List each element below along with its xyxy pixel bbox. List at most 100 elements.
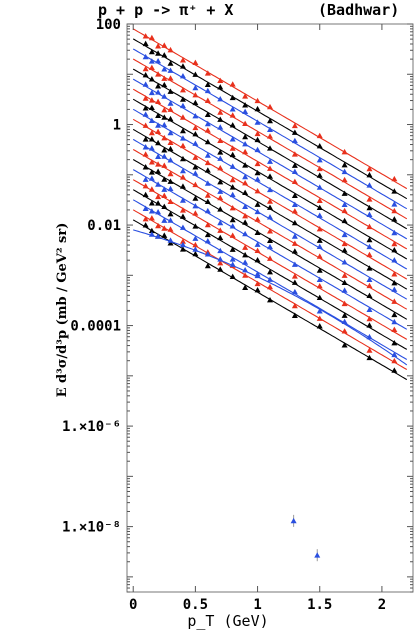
x-tick-label: 0 <box>129 597 137 613</box>
data-point <box>291 208 298 214</box>
data-point <box>179 241 186 248</box>
data-point <box>161 176 168 182</box>
data-point <box>267 276 273 282</box>
data-point <box>391 257 398 263</box>
data-point <box>366 354 373 361</box>
data-point <box>148 227 155 234</box>
data-point <box>254 208 261 215</box>
fit-curve <box>132 169 408 330</box>
data-point <box>316 283 323 289</box>
data-point <box>179 197 186 203</box>
data-point <box>314 552 321 558</box>
data-point <box>192 181 199 188</box>
data-point <box>142 105 149 111</box>
data-point <box>192 202 199 209</box>
data-point <box>161 147 168 153</box>
data-point <box>204 180 211 186</box>
data-point <box>155 200 162 206</box>
data-point <box>366 171 373 178</box>
data-point <box>204 207 211 214</box>
data-point <box>155 83 162 89</box>
data-point <box>192 124 199 131</box>
data-point <box>148 104 155 110</box>
data-point <box>161 232 168 238</box>
data-point <box>204 198 211 205</box>
data-point <box>242 219 249 225</box>
data-point <box>217 149 224 155</box>
y-axis-label: E d³σ/d³p (mb / GeV² sr) <box>55 223 70 398</box>
data-point <box>217 256 224 262</box>
data-point <box>267 214 273 220</box>
data-point <box>242 284 249 290</box>
data-point <box>341 190 348 196</box>
data-point <box>148 231 155 237</box>
data-point <box>161 93 168 99</box>
data-point <box>217 137 224 143</box>
data-point <box>242 259 249 265</box>
data-point <box>316 197 323 204</box>
data-point <box>161 162 168 168</box>
data-point <box>155 50 162 56</box>
data-point <box>155 122 162 128</box>
data-point <box>316 308 323 314</box>
data-point <box>341 176 348 183</box>
data-point <box>366 243 373 250</box>
data-point <box>142 216 149 222</box>
data-point <box>167 157 174 163</box>
data-point <box>254 176 261 182</box>
data-point <box>254 119 261 125</box>
data-point <box>229 256 236 262</box>
data-point <box>267 198 273 204</box>
data-point <box>192 250 199 257</box>
data-point <box>229 246 236 252</box>
data-point <box>192 91 199 98</box>
data-point <box>291 219 298 226</box>
data-point <box>155 209 162 215</box>
data-point <box>155 222 162 229</box>
data-point <box>291 273 298 279</box>
plot-frame <box>126 23 414 593</box>
data-point <box>391 175 398 182</box>
data-point <box>204 262 211 269</box>
data-point <box>391 326 398 333</box>
data-point <box>204 120 211 127</box>
data-point <box>254 229 261 235</box>
data-point <box>254 188 261 194</box>
data-point <box>179 96 186 102</box>
data-point <box>391 351 398 358</box>
data-point <box>217 116 224 122</box>
data-point <box>155 153 162 159</box>
data-point <box>179 207 186 213</box>
data-point <box>242 203 249 209</box>
data-point <box>167 46 174 53</box>
data-point <box>204 152 211 158</box>
data-point <box>229 136 236 142</box>
data-point <box>192 113 199 119</box>
data-point <box>192 71 199 77</box>
data-point <box>179 73 186 79</box>
data-point <box>254 146 261 153</box>
data-point <box>142 205 149 211</box>
data-point <box>316 132 323 139</box>
data-point <box>242 102 249 108</box>
data-point <box>179 238 186 244</box>
data-point <box>291 137 298 144</box>
data-point <box>267 296 273 303</box>
data-point <box>167 129 174 136</box>
data-point <box>148 129 155 136</box>
data-point <box>341 342 348 348</box>
data-point <box>161 121 168 128</box>
data-point <box>242 189 249 195</box>
data-point <box>192 59 199 66</box>
data-point <box>142 191 149 198</box>
data-point <box>366 347 373 353</box>
data-point <box>148 64 155 71</box>
data-point <box>316 253 323 259</box>
data-point <box>242 120 249 127</box>
data-point <box>179 142 186 149</box>
data-point <box>161 203 168 210</box>
data-point <box>242 272 249 278</box>
data-point <box>142 53 149 60</box>
data-point <box>391 188 398 194</box>
y-axis-ticks: 100 1 0.01 0.0001 1.×10⁻⁶ 1.×10⁻⁸ <box>62 17 413 593</box>
